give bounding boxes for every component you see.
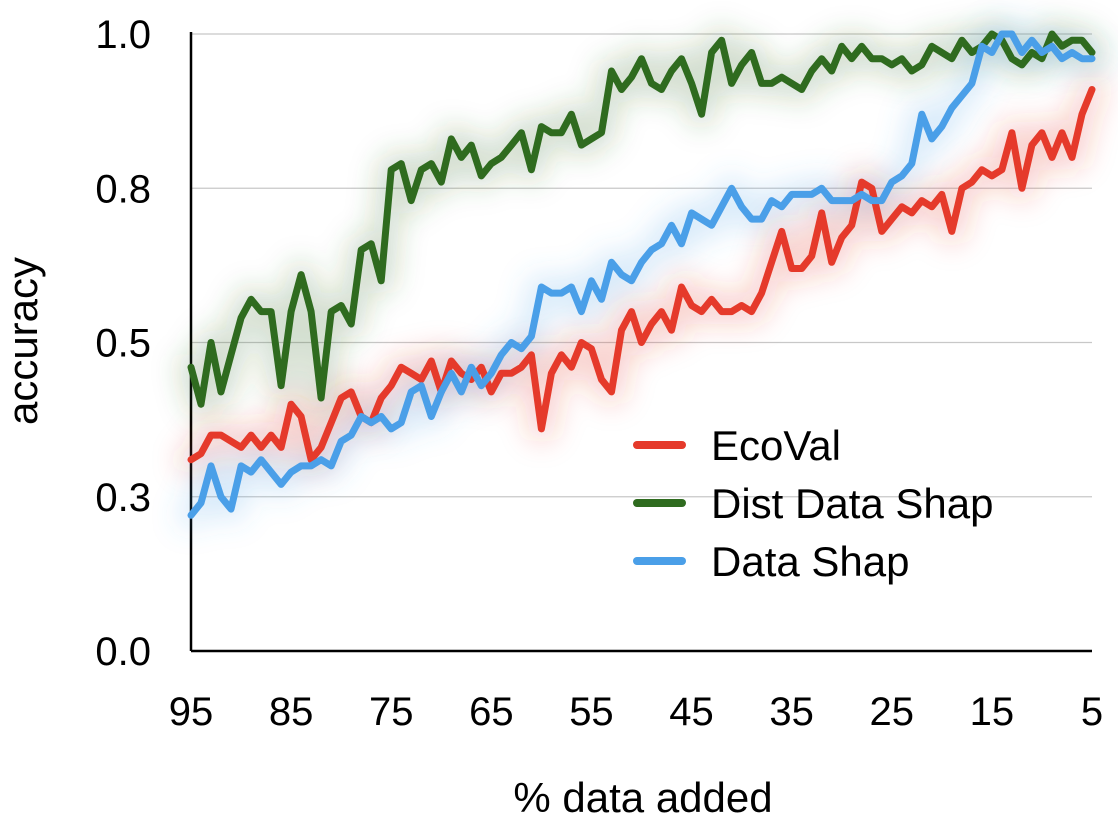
series-line-ecoval (187, 86, 1096, 464)
series-lines (187, 30, 1096, 519)
x-tick-label: 65 (469, 690, 514, 734)
x-tick-label: 5 (1081, 690, 1103, 734)
y-tick-label: 0.3 (95, 476, 151, 520)
x-tick-label: 25 (870, 690, 915, 734)
legend-label-data-shap: Data Shap (711, 538, 909, 585)
y-tick-label: 0.8 (95, 167, 151, 211)
y-tick-label: 1.0 (95, 13, 151, 57)
x-tick-label: 35 (769, 690, 814, 734)
legend-label-ecoval: EcoVal (711, 422, 841, 469)
x-tick-label: 85 (269, 690, 314, 734)
y-tick-label: 0.0 (95, 630, 151, 674)
y-tick-label: 0.5 (95, 322, 151, 366)
x-tick-label: 15 (970, 690, 1015, 734)
gridlines (191, 33, 1092, 498)
x-tick-label: 45 (669, 690, 714, 734)
series-line-dist-data-shap (187, 30, 1096, 408)
axes (189, 32, 1092, 653)
x-axis-title: % data added (513, 774, 772, 821)
x-tick-label: 55 (569, 690, 614, 734)
legend: EcoVal Dist Data Shap Data Shap (633, 422, 993, 585)
series-line-data-shap (187, 30, 1096, 519)
y-axis-title: accuracy (0, 257, 46, 425)
legend-label-dist-data-shap: Dist Data Shap (711, 480, 993, 527)
x-tick-label: 95 (169, 690, 214, 734)
tick-labels: 0.0 0.3 0.5 0.8 1.0 95 85 75 65 55 45 35 25 15 5 (95, 13, 1103, 734)
x-tick-label: 75 (369, 690, 414, 734)
